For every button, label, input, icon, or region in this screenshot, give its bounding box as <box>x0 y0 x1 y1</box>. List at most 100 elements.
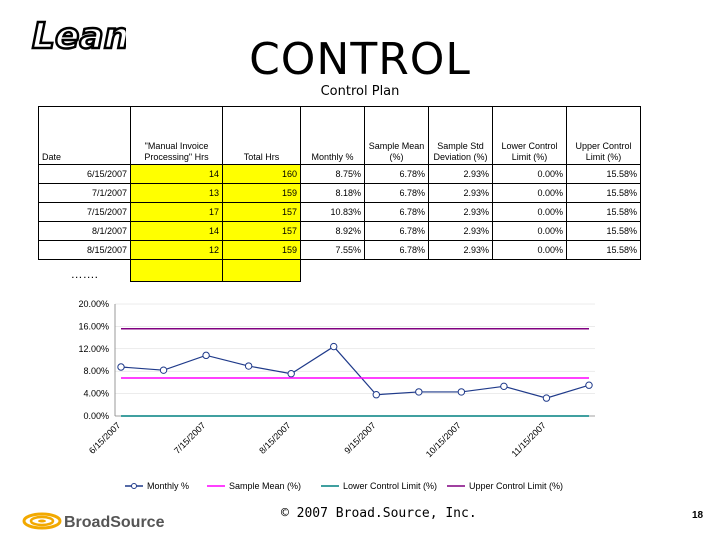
table-cell: 0.00% <box>492 164 567 184</box>
table-cell: 6/15/2007 <box>38 164 131 184</box>
ellipsis-text: ……. <box>70 266 98 281</box>
legend-label: Monthly % <box>147 481 189 491</box>
y-tick-label: 20.00% <box>78 299 109 309</box>
table-cell: 8/1/2007 <box>38 221 131 241</box>
table-cell: 0.00% <box>492 202 567 222</box>
data-point <box>500 382 508 391</box>
table-cell: 6.78% <box>364 240 429 260</box>
table-cell-empty <box>222 259 301 282</box>
legend-label: Lower Control Limit (%) <box>343 481 437 491</box>
series-line <box>120 345 590 399</box>
table-cell: 17 <box>130 202 223 222</box>
column-header: Date <box>38 106 131 165</box>
data-point <box>585 381 593 389</box>
y-tick-label: 8.00% <box>83 366 109 376</box>
x-tick-label: 9/15/2007 <box>342 420 377 455</box>
page-subtitle: Control Plan <box>320 84 400 99</box>
table-cell: 159 <box>222 183 301 203</box>
table-cell: 0.00% <box>492 240 567 260</box>
table-cell: 15.58% <box>566 164 641 184</box>
y-tick-label: 4.00% <box>83 389 109 399</box>
data-point <box>287 370 295 378</box>
table-cell: 15.58% <box>566 221 641 241</box>
data-point <box>117 363 125 371</box>
table-cell-empty <box>301 260 641 282</box>
data-point <box>244 362 253 370</box>
data-point <box>415 388 423 396</box>
column-header: Total Hrs <box>222 106 301 165</box>
table-row: 8/15/2007 12 159 7.55% 6.78% 2.93% 0.00%… <box>38 240 641 260</box>
broadsource-logo-text: BroadSource <box>64 514 165 531</box>
broadsource-logo: BroadSource <box>22 512 165 531</box>
control-chart: 0.00% 4.00% 8.00% 12.00% 16.00% 20.00% 6/15/20… <box>67 292 607 500</box>
legend-label: Upper Control Limit (%) <box>469 481 563 491</box>
table-cell-empty <box>130 259 223 282</box>
page-number: 18 <box>692 510 704 521</box>
table-cell: 7/1/2007 <box>38 183 131 203</box>
table-cell: 12 <box>130 240 223 260</box>
control-plan-table: Date "Manual Invoice Processing" Hrs Tot… <box>38 106 641 282</box>
column-header: "Manual Invoice Processing" Hrs <box>130 106 223 165</box>
table-cell: 15.58% <box>566 202 641 222</box>
lean-logo-text: Lean <box>32 16 126 56</box>
data-point <box>457 388 466 396</box>
data-point <box>202 351 210 360</box>
table-row: 7/1/2007 13 159 8.18% 6.78% 2.93% 0.00% … <box>38 183 641 203</box>
column-header: Monthly % <box>300 106 365 165</box>
data-point <box>330 342 338 351</box>
table-cell: 160 <box>222 164 301 184</box>
copyright-text: © 2007 Broad.Source, Inc. <box>281 506 477 521</box>
table-cell: 15.58% <box>566 240 641 260</box>
table-cell: 6.78% <box>364 183 429 203</box>
table-cell: 2.93% <box>428 202 493 222</box>
table-cell: 159 <box>222 240 301 260</box>
table-cell: 2.93% <box>428 240 493 260</box>
table-cell: 8/15/2007 <box>38 240 131 260</box>
table-row: 7/15/2007 17 157 10.83% 6.78% 2.93% 0.00… <box>38 202 641 222</box>
page-title: CONTROL <box>249 34 471 85</box>
table-cell: 157 <box>222 221 301 241</box>
x-tick-label: 6/15/2007 <box>87 420 122 455</box>
table-row: 6/15/2007 14 160 8.75% 6.78% 2.93% 0.00%… <box>38 164 641 184</box>
column-header: Sample Std Deviation (%) <box>428 106 493 165</box>
legend-label: Sample Mean (%) <box>229 481 301 491</box>
table-row: 8/1/2007 14 157 8.92% 6.78% 2.93% 0.00% … <box>38 221 641 241</box>
table-cell: 6.78% <box>364 202 429 222</box>
table-cell: 6.78% <box>364 221 429 241</box>
table-cell: 14 <box>130 221 223 241</box>
table-cell: 2.93% <box>428 164 493 184</box>
table-cell: 0.00% <box>492 221 567 241</box>
y-tick-label: 12.00% <box>78 344 109 354</box>
table-cell: 2.93% <box>428 183 493 203</box>
x-tick-label: 11/15/2007 <box>509 420 547 458</box>
table-cell: 7.55% <box>300 240 365 260</box>
lean-logo: Lean <box>31 15 126 56</box>
table-cell: 157 <box>222 202 301 222</box>
table-cell: 0.00% <box>492 183 567 203</box>
table-cell: 8.92% <box>300 221 365 241</box>
table-cell: 8.75% <box>300 164 365 184</box>
table-cell: 8.18% <box>300 183 365 203</box>
column-header: Upper Control Limit (%) <box>566 106 641 165</box>
data-point <box>542 394 551 402</box>
legend-marker <box>131 483 137 489</box>
table-cell: 10.83% <box>300 202 365 222</box>
data-point <box>372 391 380 399</box>
x-tick-label: 7/15/2007 <box>172 420 207 455</box>
column-header: Sample Mean (%) <box>364 106 429 165</box>
table-cell: 7/15/2007 <box>38 202 131 222</box>
data-point <box>159 366 168 374</box>
table-cell: 15.58% <box>566 183 641 203</box>
table-cell: 2.93% <box>428 221 493 241</box>
column-header: Lower Control Limit (%) <box>492 106 567 165</box>
table-row-continuation: ……. <box>39 259 641 282</box>
broadsource-swoosh-icon <box>22 512 62 530</box>
x-tick-label: 8/15/2007 <box>257 420 292 455</box>
table-cell: 13 <box>130 183 223 203</box>
y-tick-label: 16.00% <box>78 321 109 331</box>
table-cell: 6.78% <box>364 164 429 184</box>
control-chart-svg: 0.00% 4.00% 8.00% 12.00% 16.00% 20.00% 6/15/20… <box>78 299 595 491</box>
y-tick-label: 0.00% <box>83 411 109 421</box>
table-cell: 14 <box>130 164 223 184</box>
x-tick-label: 10/15/2007 <box>424 420 463 459</box>
